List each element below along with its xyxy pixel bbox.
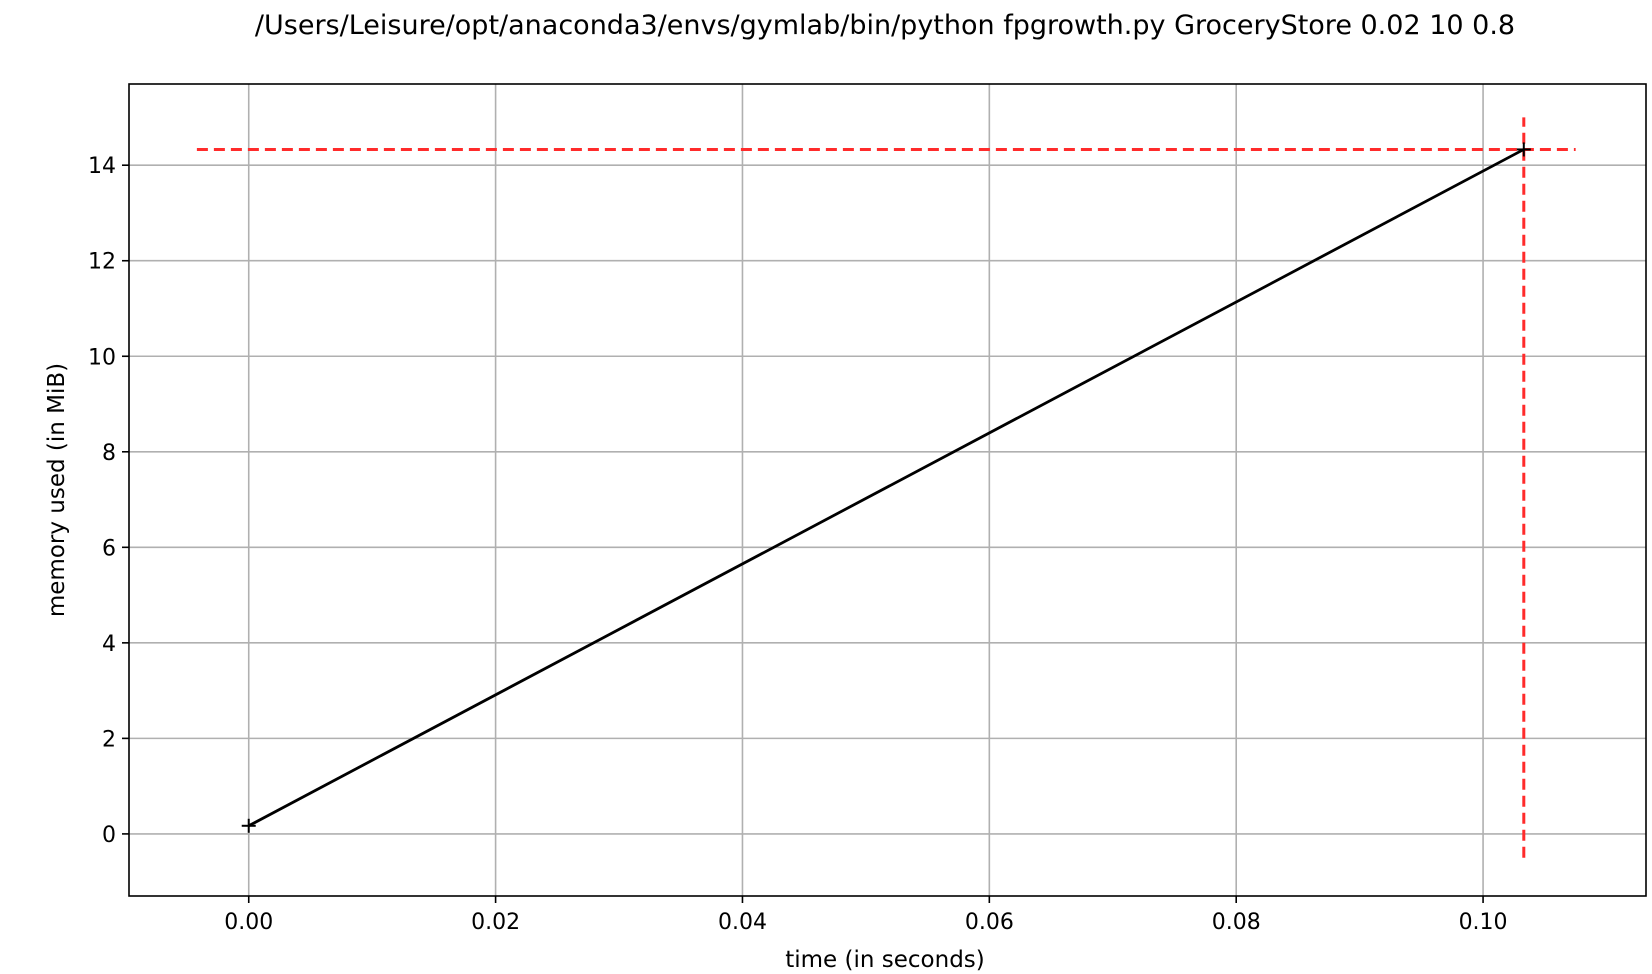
y-tick-label: 12 <box>88 250 116 275</box>
plot-frame <box>128 83 1647 897</box>
chart-title: /Users/Leisure/opt/anaconda3/envs/gymlab… <box>255 10 1515 41</box>
y-tick-label: 4 <box>102 632 116 657</box>
reference-lines <box>196 117 1576 858</box>
data-series <box>241 142 1531 833</box>
x-tick-label: 0.08 <box>1212 910 1261 935</box>
y-tick-label: 14 <box>88 154 116 179</box>
y-tick-label: 2 <box>102 727 116 752</box>
y-tick-label: 8 <box>102 441 116 466</box>
y-tick-label: 6 <box>102 536 116 561</box>
data-point-marker <box>241 818 256 833</box>
y-axis-title: memory used (in MiB) <box>44 363 70 617</box>
data-point-marker <box>1516 142 1531 157</box>
axis-ticks: 0.00 0.02 0.04 0.06 0.08 0.10 0 2 4 6 8 10 12 14 <box>88 154 1508 935</box>
x-tick-label: 0.10 <box>1459 910 1508 935</box>
x-tick-label: 0.00 <box>224 910 273 935</box>
y-tick-label: 0 <box>102 823 116 848</box>
x-tick-label: 0.02 <box>471 910 520 935</box>
grid-lines <box>129 84 1646 896</box>
series-line <box>248 148 1525 828</box>
x-tick-label: 0.06 <box>965 910 1014 935</box>
x-tick-label: 0.04 <box>718 910 767 935</box>
x-axis-title: time (in seconds) <box>785 947 985 973</box>
y-tick-label: 10 <box>88 345 116 370</box>
